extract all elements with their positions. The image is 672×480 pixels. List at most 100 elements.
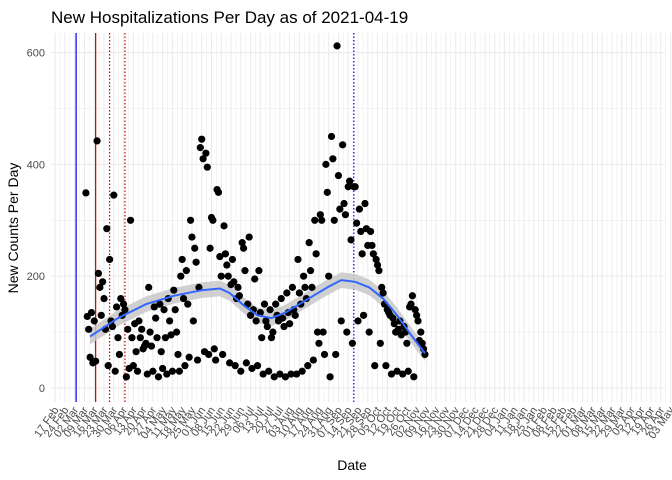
data-point xyxy=(104,362,112,370)
data-point xyxy=(309,356,317,364)
data-points xyxy=(82,42,429,381)
data-point xyxy=(231,362,239,370)
data-point xyxy=(122,373,130,381)
data-point xyxy=(411,306,419,314)
data-point xyxy=(265,367,273,375)
data-point xyxy=(295,289,303,297)
data-point xyxy=(334,171,343,180)
data-point xyxy=(407,300,415,308)
data-point xyxy=(288,283,297,291)
data-point xyxy=(90,317,98,325)
data-point xyxy=(142,339,150,347)
data-point xyxy=(193,356,202,364)
smooth-line xyxy=(89,279,426,355)
data-point xyxy=(87,308,96,317)
data-point xyxy=(150,303,158,311)
data-point xyxy=(161,334,170,342)
data-point xyxy=(379,289,387,297)
data-point xyxy=(198,135,206,143)
data-point xyxy=(269,328,277,336)
data-point xyxy=(212,356,220,364)
data-point xyxy=(336,205,344,213)
data-point xyxy=(365,328,373,336)
data-point xyxy=(171,306,179,314)
data-point xyxy=(354,317,362,325)
data-point xyxy=(235,292,243,300)
data-point xyxy=(378,283,386,291)
data-point xyxy=(311,216,319,224)
data-point xyxy=(237,367,245,375)
data-point xyxy=(132,348,140,356)
data-point xyxy=(100,294,108,303)
data-point xyxy=(326,373,334,381)
confidence-band xyxy=(90,272,425,362)
data-point xyxy=(372,255,380,264)
data-point xyxy=(179,294,188,303)
data-point xyxy=(206,244,214,252)
data-point xyxy=(259,370,267,378)
data-point xyxy=(258,334,266,342)
data-point xyxy=(252,317,260,325)
data-point xyxy=(189,317,197,325)
data-point xyxy=(369,250,377,258)
data-point xyxy=(339,141,347,149)
data-point xyxy=(359,311,368,319)
data-point xyxy=(221,250,230,258)
data-point xyxy=(216,253,224,261)
data-point xyxy=(82,189,90,197)
data-point xyxy=(205,350,213,359)
data-point xyxy=(313,328,322,336)
data-point xyxy=(389,314,397,322)
data-point xyxy=(319,328,327,336)
data-point xyxy=(333,42,341,50)
data-point xyxy=(279,314,287,322)
data-point xyxy=(124,325,132,333)
data-point xyxy=(263,322,271,331)
data-point xyxy=(159,364,167,373)
data-point xyxy=(376,339,384,347)
data-point xyxy=(147,342,156,350)
y-tick-label: 0 xyxy=(39,383,45,395)
data-point xyxy=(92,357,100,365)
gridlines xyxy=(51,33,672,402)
data-point xyxy=(234,283,242,291)
data-point xyxy=(149,367,157,375)
data-point xyxy=(353,219,361,227)
data-point xyxy=(191,244,199,252)
data-point xyxy=(223,261,231,269)
data-point xyxy=(253,362,262,370)
data-point xyxy=(99,278,107,286)
data-point xyxy=(177,272,185,280)
data-point xyxy=(323,188,331,196)
data-point xyxy=(399,370,407,378)
data-point xyxy=(115,350,123,359)
data-point xyxy=(418,339,426,347)
data-point xyxy=(245,233,253,241)
data-point xyxy=(143,370,151,378)
data-point xyxy=(184,300,192,308)
data-point xyxy=(332,350,340,359)
data-point xyxy=(220,222,228,230)
data-point xyxy=(188,233,196,241)
data-point xyxy=(242,359,250,367)
data-point xyxy=(129,362,137,370)
data-point xyxy=(166,317,174,325)
data-point xyxy=(266,306,274,314)
data-point xyxy=(181,362,189,370)
data-point xyxy=(110,191,118,199)
data-point xyxy=(170,286,178,294)
data-point xyxy=(112,303,121,311)
data-point xyxy=(136,334,144,342)
data-point xyxy=(103,225,111,233)
data-point xyxy=(375,267,383,275)
data-point xyxy=(85,325,93,333)
smooth-confidence-band xyxy=(90,272,425,362)
data-point xyxy=(413,311,421,319)
data-point xyxy=(202,149,210,157)
data-point xyxy=(172,328,181,336)
data-point xyxy=(128,334,136,342)
data-point xyxy=(330,216,338,224)
data-point xyxy=(291,311,299,319)
data-point xyxy=(351,183,359,191)
data-point xyxy=(320,350,329,359)
